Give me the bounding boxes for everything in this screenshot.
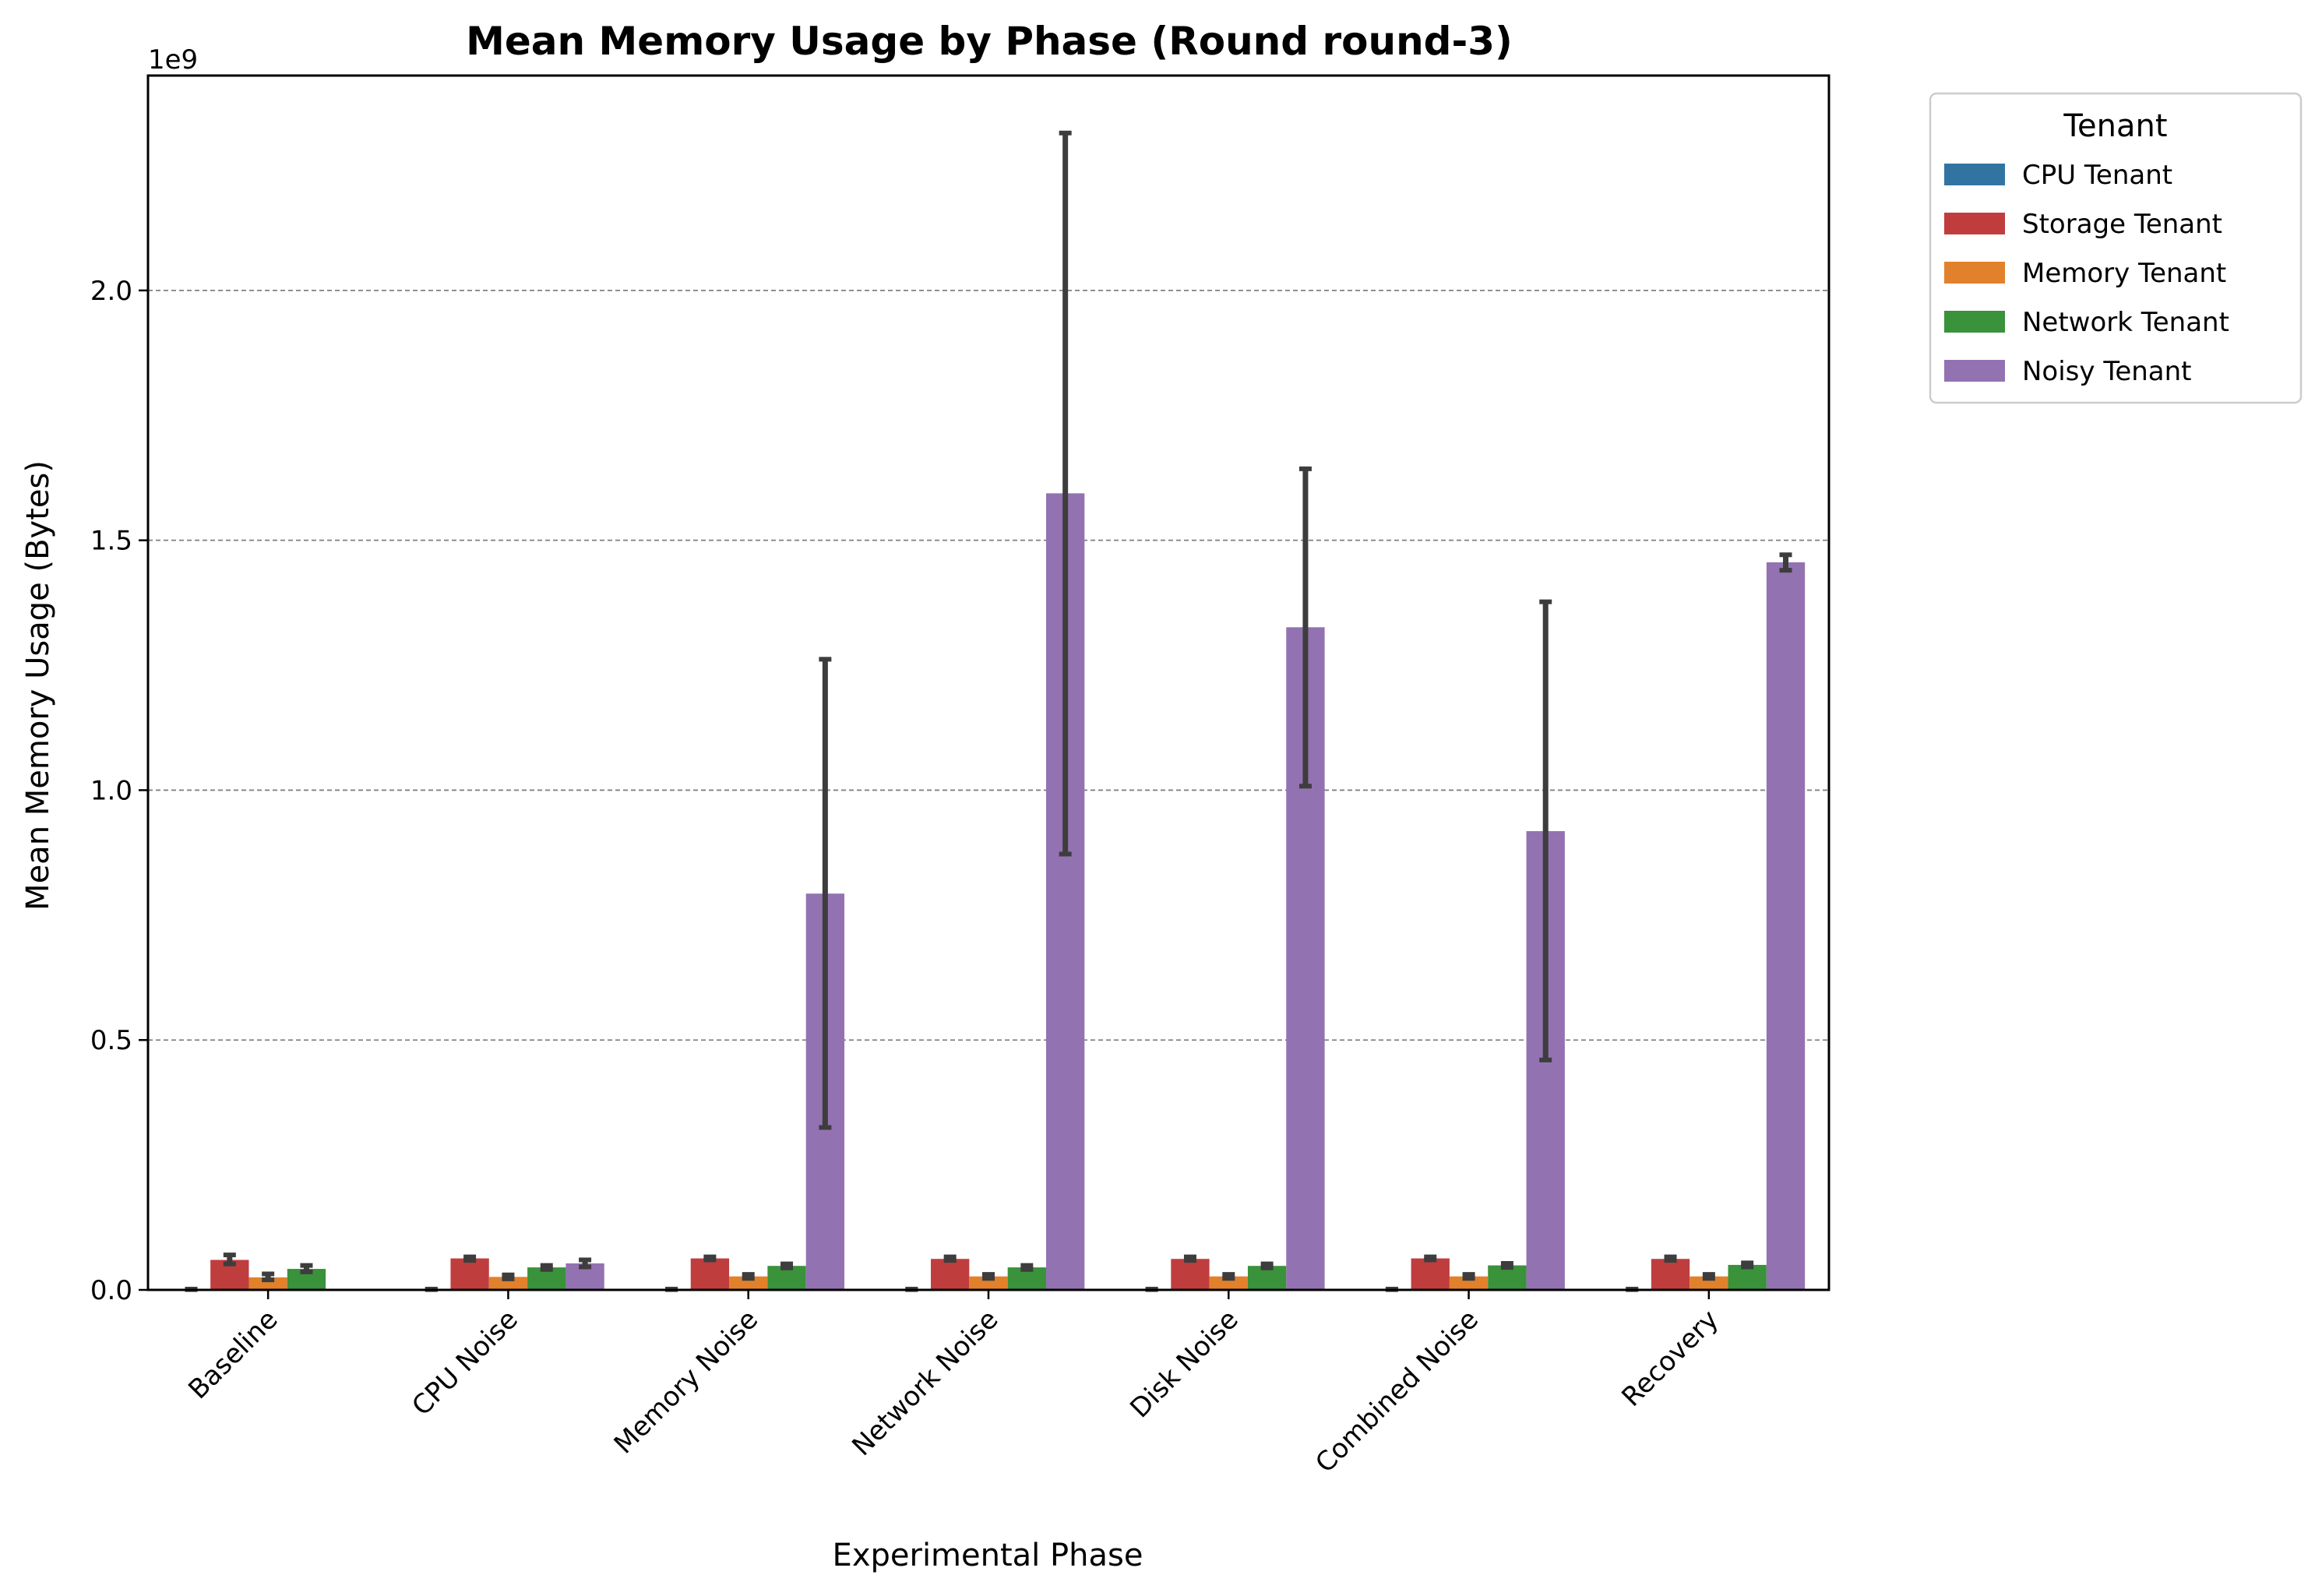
bar <box>690 1258 730 1290</box>
legend-title: Tenant <box>2063 108 2167 144</box>
y-tick-label: 1.5 <box>90 526 132 557</box>
chart-title: Mean Memory Usage by Phase (Round round-… <box>466 19 1513 64</box>
bar <box>1690 1276 1728 1290</box>
y-tick-label: 0.5 <box>90 1025 132 1056</box>
legend-swatch <box>1944 360 2005 382</box>
bar <box>450 1258 489 1290</box>
y-offset-label: 1e9 <box>148 44 198 76</box>
bar <box>488 1277 528 1290</box>
bars <box>171 493 1806 1290</box>
legend-swatch <box>1944 164 2005 185</box>
bar <box>1171 1259 1210 1290</box>
legend-entry: Noisy Tenant <box>2022 356 2192 387</box>
x-tick-label: Recovery <box>1616 1304 1725 1413</box>
x-tick-label: Memory Noise <box>608 1304 764 1460</box>
x-tick-label: Combined Noise <box>1309 1304 1485 1479</box>
legend-entry: Network Tenant <box>2022 307 2229 338</box>
legend-entry: Storage Tenant <box>2022 209 2222 240</box>
x-tick-label: Disk Noise <box>1124 1304 1244 1424</box>
legend-frame <box>1929 92 2303 404</box>
y-axis-label: Mean Memory Usage (Bytes) <box>20 460 56 911</box>
error-bars <box>185 130 1792 1292</box>
bar <box>248 1277 287 1290</box>
legend-swatch <box>1944 262 2005 284</box>
x-tick-label: CPU Noise <box>406 1304 523 1422</box>
bar <box>1651 1259 1690 1290</box>
bar <box>931 1259 970 1290</box>
x-tick-label: Network Noise <box>846 1304 1004 1462</box>
x-axis-ticks: Baseline CPU Noise Memory Noise Network Noi… <box>182 1290 1725 1479</box>
legend: Tenant CPU Tenant Storage Tenant Memory Te… <box>1929 92 2303 404</box>
bar <box>1766 562 1806 1290</box>
bar <box>969 1276 1008 1290</box>
bar <box>1209 1276 1248 1290</box>
legend-entry: Memory Tenant <box>2022 258 2226 289</box>
legend-swatch <box>1944 311 2005 333</box>
y-tick-label: 1.0 <box>90 775 132 806</box>
x-tick-label: Baseline <box>182 1304 284 1405</box>
y-tick-label: 2.0 <box>90 276 132 307</box>
y-axis-ticks: 0.0 0.5 1.0 1.5 2.0 <box>90 276 148 1306</box>
legend-swatch <box>1944 213 2005 234</box>
legend-items: CPU Tenant Storage Tenant Memory Tenant Net… <box>1944 160 2229 387</box>
legend-entry: CPU Tenant <box>2022 160 2172 191</box>
grid-lines <box>148 289 1829 1041</box>
x-axis-label: Experimental Phase <box>833 1538 1143 1573</box>
bar <box>729 1276 768 1290</box>
bar <box>1411 1258 1450 1290</box>
plot-frame <box>146 74 1830 1291</box>
bar <box>1449 1276 1489 1290</box>
y-tick-label: 0.0 <box>90 1275 132 1306</box>
